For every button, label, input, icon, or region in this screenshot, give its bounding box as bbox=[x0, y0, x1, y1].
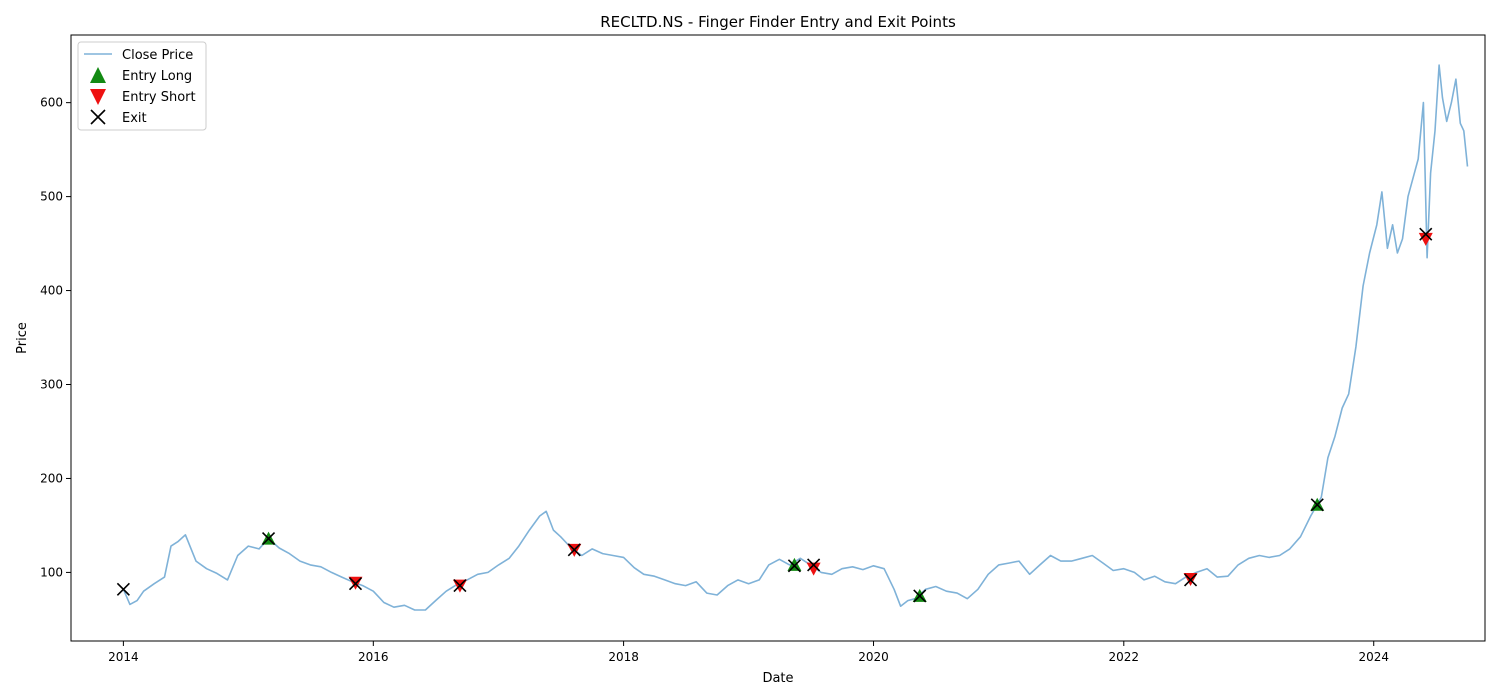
y-tick-label: 500 bbox=[40, 190, 63, 204]
legend-entry-entry-short: Entry Short bbox=[90, 89, 196, 105]
exit-marker bbox=[116, 582, 130, 596]
exit-marker bbox=[1310, 498, 1324, 512]
exit-marker bbox=[453, 579, 467, 593]
exit-marker bbox=[261, 532, 276, 546]
y-tick-label: 100 bbox=[40, 565, 63, 579]
y-axis: 100 200 300 400 500 600 bbox=[40, 96, 71, 579]
triangle-down-icon bbox=[90, 89, 106, 105]
chart-title: RECLTD.NS - Finger Finder Entry and Exit… bbox=[600, 13, 956, 31]
y-tick-label: 600 bbox=[40, 96, 63, 110]
x-tick-label: 2014 bbox=[108, 650, 139, 664]
entry-short-marker bbox=[806, 562, 821, 576]
exit-marker bbox=[1419, 227, 1433, 241]
plot-area bbox=[70, 34, 1486, 642]
entry-short-marker bbox=[1418, 232, 1433, 246]
legend-label: Exit bbox=[122, 111, 147, 126]
exit-marker bbox=[1183, 573, 1198, 587]
x-axis: 2014 2016 2018 2020 2022 2024 bbox=[108, 641, 1389, 664]
x-tick-label: 2024 bbox=[1358, 650, 1389, 664]
triangle-up-icon bbox=[90, 67, 106, 83]
x-axis-title: Date bbox=[762, 671, 793, 686]
x-marker-icon bbox=[90, 109, 106, 125]
exit-marker bbox=[807, 558, 821, 572]
exit-marker bbox=[787, 559, 801, 573]
x-tick-label: 2020 bbox=[858, 650, 889, 664]
series-layer bbox=[116, 64, 1469, 611]
legend-label: Close Price bbox=[122, 48, 193, 63]
plot-frame bbox=[70, 34, 1486, 642]
entry-long-marker bbox=[787, 557, 802, 571]
x-tick-label: 2016 bbox=[358, 650, 389, 664]
exit-marker bbox=[567, 543, 581, 557]
x-tick-label: 2018 bbox=[608, 650, 639, 664]
exit-marker bbox=[348, 577, 363, 591]
y-axis-title: Price bbox=[15, 322, 30, 354]
y-tick-label: 300 bbox=[40, 378, 63, 392]
legend: Close Price Entry Long Entry Short Exit bbox=[77, 41, 207, 131]
exit-marker bbox=[913, 589, 927, 603]
y-tick-label: 400 bbox=[40, 284, 63, 298]
x-tick-label: 2022 bbox=[1109, 650, 1140, 664]
legend-label: Entry Short bbox=[122, 90, 196, 105]
legend-entry-close-price: Close Price bbox=[84, 48, 193, 63]
legend-box bbox=[77, 41, 207, 131]
y-tick-label: 200 bbox=[40, 471, 63, 485]
legend-entry-exit: Exit bbox=[90, 109, 147, 126]
legend-label: Entry Long bbox=[122, 69, 192, 84]
legend-entry-entry-long: Entry Long bbox=[90, 67, 192, 84]
